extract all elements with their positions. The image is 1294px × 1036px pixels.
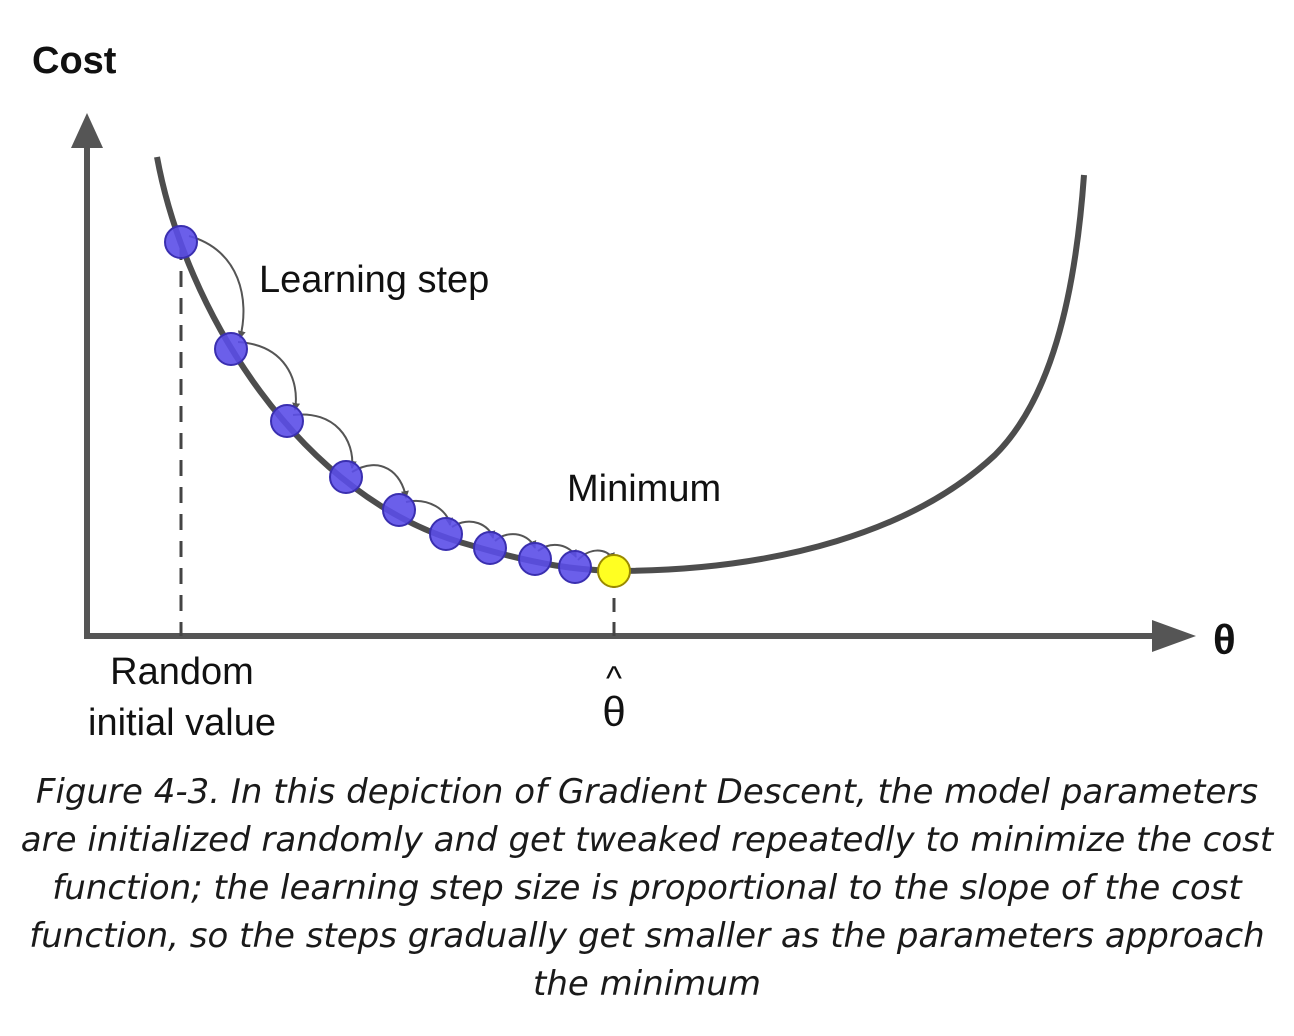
step-points xyxy=(164,225,592,584)
theta-hat-label: θ xyxy=(602,688,625,735)
x-axis-arrowhead xyxy=(1152,620,1196,652)
step-point-8 xyxy=(518,542,552,576)
step-arrow-3 xyxy=(292,413,357,469)
step-point-3 xyxy=(270,404,304,438)
step-point-5 xyxy=(382,493,416,527)
minimum-label: Minimum xyxy=(567,468,721,510)
random-initial-label-line2: initial value xyxy=(88,702,276,744)
step-arrow-2 xyxy=(237,341,301,411)
y-axis-arrowhead xyxy=(71,113,103,148)
random-initial-label-line1: Random xyxy=(110,651,254,693)
gradient-descent-diagram: Cost θ Learning step Minimum Random init… xyxy=(32,40,1236,744)
step-point-9 xyxy=(558,550,592,584)
figure-caption: Figure 4-3. In this depiction of Gradien… xyxy=(20,772,1274,1004)
step-arrow-1 xyxy=(188,235,246,339)
step-point-2 xyxy=(214,332,248,366)
minimum-point xyxy=(597,554,631,588)
step-point-1 xyxy=(164,225,198,259)
learning-step-label: Learning step xyxy=(259,259,489,301)
step-point-4 xyxy=(329,460,363,494)
step-point-6 xyxy=(429,517,463,551)
theta-hat-caret: ^ xyxy=(606,660,622,698)
x-axis-label: θ xyxy=(1213,616,1236,663)
step-point-7 xyxy=(473,531,507,565)
y-axis-label: Cost xyxy=(32,40,117,82)
